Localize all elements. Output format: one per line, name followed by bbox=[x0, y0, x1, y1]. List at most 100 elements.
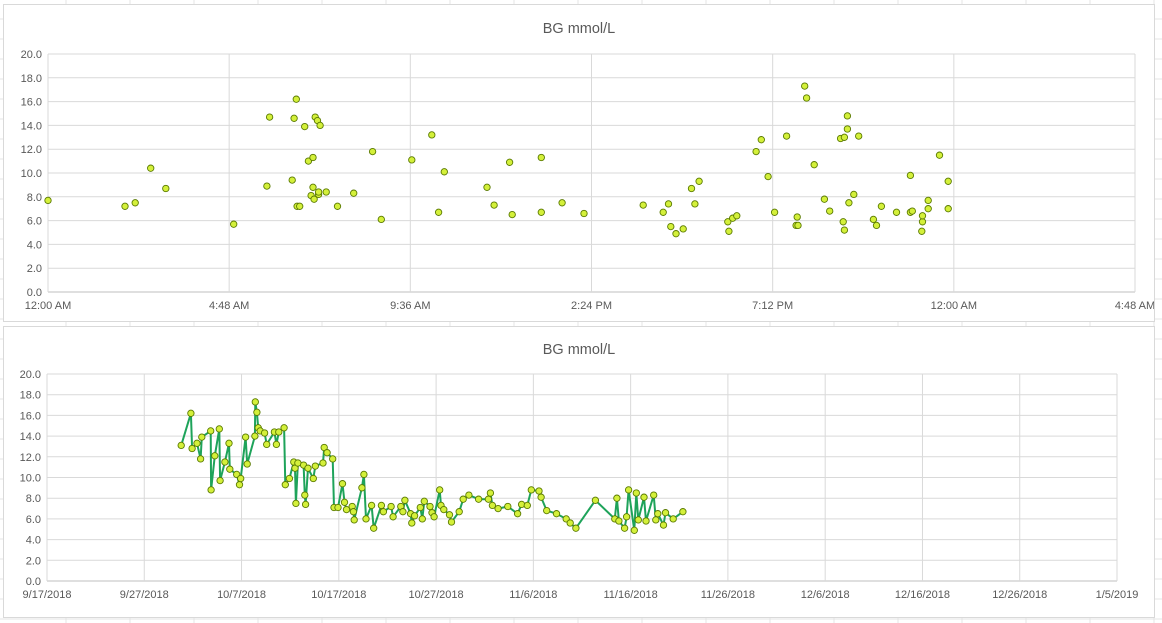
y-tick-label: 8.0 bbox=[27, 192, 42, 204]
data-point bbox=[572, 524, 580, 532]
x-tick-label: 10/7/2018 bbox=[217, 589, 266, 601]
data-point bbox=[309, 183, 317, 191]
data-point bbox=[340, 498, 349, 506]
data-point bbox=[280, 424, 288, 432]
data-point bbox=[527, 486, 535, 494]
data-point bbox=[924, 205, 932, 213]
data-point bbox=[505, 158, 514, 166]
y-tick-label: 10.0 bbox=[21, 168, 42, 180]
data-point bbox=[794, 221, 802, 230]
data-point bbox=[935, 151, 944, 159]
data-point bbox=[639, 201, 647, 209]
y-tick-label: 18.0 bbox=[20, 390, 41, 402]
data-point bbox=[752, 147, 760, 156]
data-point bbox=[322, 188, 330, 196]
y-tick-label: 16.0 bbox=[21, 97, 42, 109]
data-point bbox=[281, 481, 289, 489]
data-point bbox=[221, 458, 229, 466]
y-tick-label: 0.0 bbox=[27, 287, 42, 299]
data-point bbox=[537, 208, 545, 216]
chart-1-x-axis: 12:00 AM 4:48 AM 9:36 AM 2:24 PM 7:12 PM 12:0… bbox=[25, 300, 1155, 312]
data-point bbox=[198, 433, 206, 441]
data-point bbox=[310, 195, 318, 203]
data-point bbox=[410, 512, 419, 520]
y-tick-label: 2.0 bbox=[27, 263, 42, 275]
data-point bbox=[513, 510, 522, 518]
data-point bbox=[484, 495, 493, 503]
data-point bbox=[147, 164, 155, 172]
data-point bbox=[615, 517, 623, 525]
data-point bbox=[908, 207, 916, 215]
data-point bbox=[215, 425, 223, 433]
data-point bbox=[659, 208, 667, 216]
x-tick-label: 10/27/2018 bbox=[409, 589, 464, 601]
data-point bbox=[296, 202, 304, 210]
data-point bbox=[367, 501, 376, 510]
data-point bbox=[416, 503, 424, 512]
data-point bbox=[342, 505, 351, 514]
data-point bbox=[362, 515, 370, 523]
data-point bbox=[679, 508, 687, 516]
data-point bbox=[483, 183, 491, 191]
data-point bbox=[918, 212, 927, 220]
data-point bbox=[877, 202, 886, 210]
data-point bbox=[924, 196, 932, 205]
data-point bbox=[434, 208, 443, 216]
data-point bbox=[650, 491, 658, 499]
chart-2-y-axis: 0.0 2.0 4.0 6.0 8.0 10.0 12.0 14.0 16.0 18.0 20.0 bbox=[20, 369, 41, 588]
data-point bbox=[537, 493, 545, 501]
x-tick-label: 1/5/2019 bbox=[1096, 589, 1139, 601]
y-tick-label: 0.0 bbox=[26, 576, 41, 588]
data-point bbox=[465, 491, 473, 499]
data-point bbox=[292, 499, 300, 508]
data-point bbox=[216, 476, 224, 485]
x-tick-label: 12/26/2018 bbox=[992, 589, 1047, 601]
data-point bbox=[418, 515, 426, 523]
data-point bbox=[654, 510, 662, 518]
data-point bbox=[944, 177, 952, 185]
data-point bbox=[840, 133, 849, 141]
data-point bbox=[430, 513, 438, 521]
data-point bbox=[869, 215, 878, 224]
data-point bbox=[820, 195, 829, 203]
data-point bbox=[350, 516, 358, 524]
data-point bbox=[162, 184, 170, 193]
chart-bg-by-date[interactable]: BG mmol/L 0.0 2.0 4.0 6.0 8.0 10.0 12.0 14.0 16.… bbox=[3, 326, 1155, 618]
x-tick-label: 10/17/2018 bbox=[311, 589, 366, 601]
data-point bbox=[552, 510, 561, 518]
data-point bbox=[802, 94, 811, 102]
data-point bbox=[188, 444, 196, 453]
chart-1-title: BG mmol/L bbox=[543, 21, 616, 37]
data-point bbox=[187, 409, 195, 417]
data-point bbox=[131, 199, 139, 207]
data-point bbox=[121, 202, 129, 210]
data-point bbox=[826, 207, 834, 215]
y-tick-label: 20.0 bbox=[21, 49, 42, 61]
data-point bbox=[243, 460, 251, 468]
chart-1-series bbox=[44, 82, 952, 238]
data-point bbox=[377, 501, 386, 510]
data-point bbox=[408, 156, 416, 164]
data-point bbox=[591, 496, 600, 504]
data-point bbox=[613, 494, 621, 502]
y-tick-label: 6.0 bbox=[27, 216, 42, 228]
data-point bbox=[251, 432, 259, 440]
data-point bbox=[260, 429, 269, 437]
data-point bbox=[211, 452, 219, 460]
data-point bbox=[622, 513, 631, 521]
data-point bbox=[323, 449, 331, 457]
chart-bg-by-time-of-day[interactable]: BG mmol/L 0.0 2.0 4.0 6.0 8.0 10.0 12.0 14.0 16.… bbox=[3, 4, 1155, 322]
data-point bbox=[290, 114, 298, 122]
x-tick-label: 4:48 AM bbox=[209, 300, 249, 312]
data-point bbox=[329, 455, 337, 463]
x-tick-label: 2:24 PM bbox=[571, 300, 612, 312]
data-point bbox=[387, 502, 395, 511]
data-point bbox=[265, 113, 274, 121]
data-point bbox=[679, 225, 687, 233]
data-point bbox=[333, 202, 342, 210]
data-point bbox=[436, 486, 444, 494]
data-point bbox=[843, 125, 852, 133]
data-point bbox=[241, 433, 250, 441]
x-tick-label: 12:00 AM bbox=[931, 300, 977, 312]
x-tick-label: 11/16/2018 bbox=[604, 589, 658, 601]
